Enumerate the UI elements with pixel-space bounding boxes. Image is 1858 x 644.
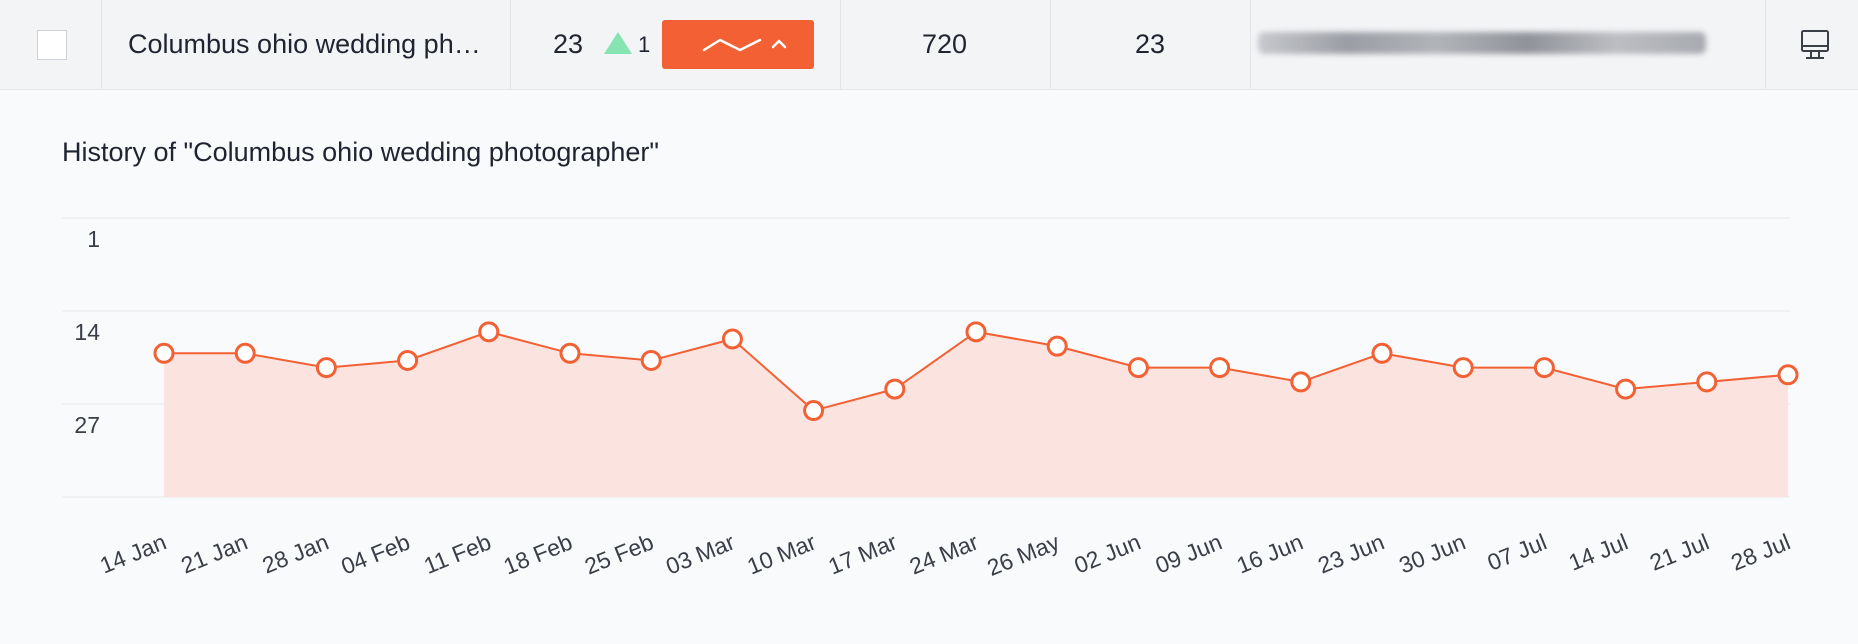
x-tick-label: 14 Jan [96, 529, 170, 579]
x-tick-label: 10 Mar [743, 528, 819, 579]
chart-title: History of "Columbus ohio wedding photog… [62, 137, 660, 167]
data-point [1696, 371, 1718, 393]
row-checkbox[interactable] [37, 30, 67, 60]
chevron-up-icon [771, 39, 787, 49]
position-value: 23 [553, 29, 584, 59]
desktop-icon [1801, 30, 1829, 59]
x-tick-label: 24 Mar [906, 528, 982, 579]
data-point [1290, 371, 1312, 393]
column-divider [1050, 0, 1051, 89]
data-point [153, 342, 175, 364]
column-divider [101, 0, 102, 89]
x-tick-label: 28 Jan [258, 529, 332, 579]
x-tick-label: 14 Jul [1565, 529, 1632, 576]
x-tick-label: 25 Feb [581, 529, 657, 580]
redacted-url[interactable] [1258, 32, 1706, 54]
x-tick-label: 11 Feb [420, 529, 495, 579]
data-point [1046, 335, 1068, 357]
x-tick-label: 21 Jul [1646, 529, 1713, 576]
data-point [478, 321, 500, 343]
data-point [640, 349, 662, 371]
data-point [315, 357, 337, 379]
x-tick-label: 26 May [983, 528, 1063, 581]
data-point [559, 342, 581, 364]
data-point [803, 400, 825, 422]
x-tick-label: 09 Jun [1152, 529, 1226, 579]
x-tick-label: 03 Mar [662, 528, 738, 579]
history-toggle-button[interactable] [662, 20, 814, 69]
x-tick-label: 28 Jul [1727, 529, 1794, 576]
data-point [1209, 357, 1231, 379]
data-point [1452, 357, 1474, 379]
y-tick-label: 1 [87, 226, 100, 252]
data-point [1777, 364, 1799, 386]
series-area [164, 331, 1788, 497]
x-tick-label: 17 Mar [825, 528, 901, 579]
x-tick-label: 18 Feb [500, 529, 576, 580]
column-divider [840, 0, 841, 89]
data-point [1615, 378, 1637, 400]
x-tick-label: 04 Feb [337, 529, 413, 580]
data-point [965, 321, 987, 343]
x-tick-label: 30 Jun [1395, 529, 1469, 579]
data-point [1533, 357, 1555, 379]
x-tick-label: 02 Jun [1070, 529, 1144, 579]
column-divider [1765, 0, 1766, 89]
x-tick-label: 16 Jun [1233, 529, 1307, 579]
keyword-row: Columbus ohio wedding photographer 23 1 … [0, 0, 1858, 90]
data-point [1371, 342, 1393, 364]
difficulty-value: 23 [1135, 29, 1166, 59]
x-tick-label: 23 Jun [1314, 529, 1388, 579]
column-divider [1250, 0, 1251, 89]
x-tick-label: 07 Jul [1484, 529, 1551, 576]
data-point [884, 378, 906, 400]
data-point [721, 328, 743, 350]
data-point [1127, 357, 1149, 379]
data-point [397, 349, 419, 371]
up-arrow-icon [604, 32, 632, 54]
x-tick-label: 21 Jan [177, 529, 251, 579]
y-tick-label: 27 [74, 412, 100, 438]
data-point [234, 342, 256, 364]
column-divider [510, 0, 511, 89]
trend-line-icon [702, 38, 787, 52]
search-volume-value: 720 [922, 29, 968, 59]
y-tick-label: 14 [74, 319, 100, 345]
position-change-value: 1 [638, 32, 651, 57]
